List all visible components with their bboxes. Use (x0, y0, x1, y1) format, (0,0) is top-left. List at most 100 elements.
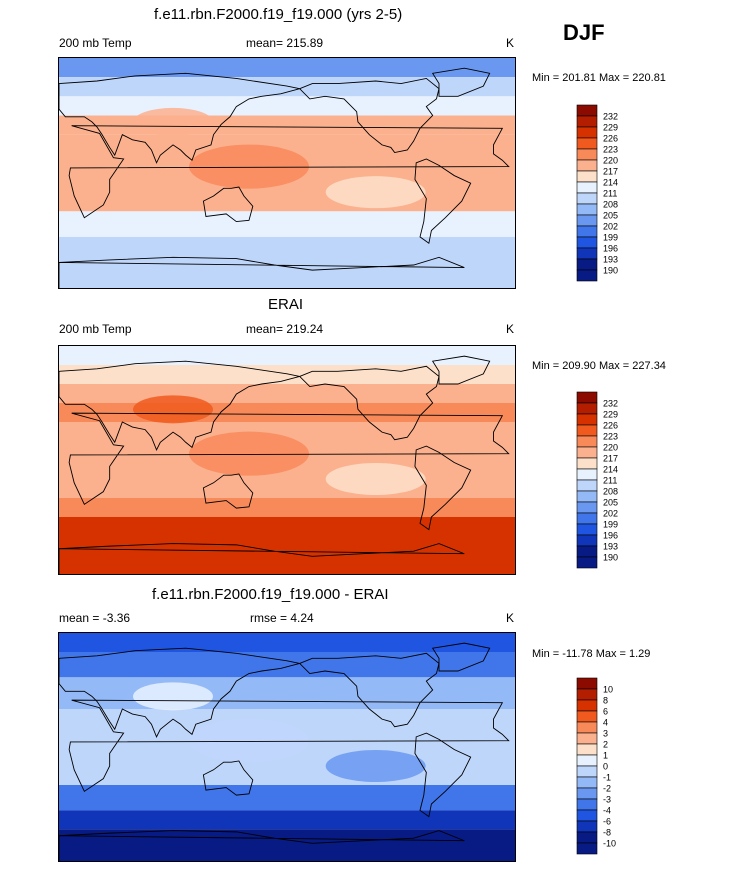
panel1-colorbar-label-6: 214 (603, 178, 618, 188)
panel3-colorbar-label-1: 8 (603, 696, 608, 706)
panel2-colorbar-box-4 (576, 435, 598, 448)
panel3-colorbar-label-11: -4 (603, 806, 611, 816)
panel2-colorbar-box-13 (576, 534, 598, 547)
panel1-band-0 (59, 58, 515, 78)
panel2-colorbar-label-4: 220 (603, 443, 618, 453)
season-label: DJF (563, 20, 605, 45)
panel1-colorbar-box-1 (576, 115, 598, 128)
panel3-coastline-6 (59, 830, 465, 861)
panel1-contour-blob-1 (325, 176, 426, 209)
panel3-coastline-3 (298, 652, 440, 728)
panel2-minmax: Min = 209.90 Max = 227.34 (532, 360, 666, 372)
panel3-colorbar-label-10: -3 (603, 795, 611, 805)
panel2-colorbar-label-1: 229 (603, 410, 618, 420)
panel2-coastline-3 (298, 365, 440, 441)
panel1-coastline-4 (414, 158, 472, 245)
panel2-contour-blob-2 (133, 395, 213, 424)
panel1-colorbar-label-2: 226 (603, 134, 618, 144)
panel1-colorbar: 232 229 226 223 220 217 214 211 208 205 202 199 196 1… (576, 103, 636, 290)
panel2-colorbar-box-11 (576, 512, 598, 525)
panel2-colorbar-box-6 (576, 457, 598, 470)
panel3-colorbar-label-7: 0 (603, 762, 608, 772)
panel1-colorbar-box-15 (576, 269, 598, 282)
panel2-colorbar-box-15 (576, 556, 598, 569)
panel1-colorbar-label-0: 232 (603, 112, 618, 122)
panel3-colorbar-box-2 (576, 699, 598, 712)
panel2-map (58, 345, 516, 575)
panel3-colorbar-label-12: -6 (603, 817, 611, 827)
panel1-colorbar-label-11: 199 (603, 233, 618, 243)
panel2-coastline-5 (431, 355, 491, 385)
panel1-colorbar-box-11 (576, 225, 598, 238)
panel2-colorbar-label-2: 226 (603, 421, 618, 431)
panel3-colorbar-label-8: -1 (603, 773, 611, 783)
panel2-colorbar-label-5: 217 (603, 454, 618, 464)
panel2-colorbar-box-10 (576, 501, 598, 514)
panel2-coastline-1 (68, 412, 510, 505)
panel1-contour-field (59, 58, 515, 288)
panel3-colorbar-label-5: 2 (603, 740, 608, 750)
panel2-colorbar-box-0 (576, 391, 598, 404)
panel3-coastline-4 (414, 732, 472, 818)
panel2-colorbar-box-3 (576, 424, 598, 437)
panel3-colorbar-box-14 (576, 831, 598, 844)
panel3-coastline-2 (202, 760, 254, 796)
panel1-colorbar-box-3 (576, 137, 598, 150)
panel3-coastline-1 (68, 699, 510, 792)
panel1-colorbar-box-2 (576, 126, 598, 139)
panel2-units-label: K (506, 322, 515, 336)
panel3-colorbar-box-4 (576, 721, 598, 734)
panel3-colorbar-label-3: 4 (603, 718, 608, 728)
panel1-colorbar-box-8 (576, 192, 598, 205)
panel2-colorbar-label-7: 211 (603, 476, 617, 486)
panel1-coastline-3 (298, 77, 440, 154)
panel1-colorbar-label-4: 220 (603, 156, 618, 166)
panel2-coastline-4 (414, 445, 472, 531)
panel3-colorbar-label-0: 10 (603, 685, 613, 695)
panel1-colorbar-box-13 (576, 247, 598, 260)
panel2-colorbar-label-3: 223 (603, 432, 618, 442)
panel2-title: ERAI (268, 296, 304, 313)
panel2-colorbar-label-10: 202 (603, 509, 618, 519)
panel1-left-label: 200 mb Temp (59, 36, 132, 50)
panel3-band-0 (59, 633, 515, 652)
panel3-colorbar-box-8 (576, 765, 598, 778)
panel3-colorbar-box-15 (576, 842, 598, 855)
panel3-colorbar-box-5 (576, 732, 598, 745)
panel2-coastline-2 (202, 473, 254, 509)
panel3-colorbar-box-10 (576, 787, 598, 800)
panel1-map (58, 57, 516, 289)
panel3-colorbar-box-13 (576, 820, 598, 833)
panel2-colorbar: 232 229 226 223 220 217 214 211 208 205 202 199 196 1… (576, 390, 636, 577)
panel3-colorbar-label-13: -8 (603, 828, 611, 838)
panel2-contour-blob-1 (325, 463, 426, 495)
panel1-contour-blob-2 (133, 107, 213, 136)
panel3-colorbar-box-12 (576, 809, 598, 822)
panel3-band-5 (59, 810, 515, 830)
panel3-coastline-5 (431, 642, 491, 672)
panel1-colorbar-label-8: 208 (603, 200, 618, 210)
panel2-colorbar-label-8: 208 (603, 487, 618, 497)
panel1-colorbar-box-7 (576, 181, 598, 194)
panel3-contour-blob-1 (325, 750, 426, 782)
panel3-contour-field (59, 633, 515, 861)
panel2-coastline-6 (59, 543, 465, 574)
panel1-colorbar-box-10 (576, 214, 598, 227)
panel2-colorbar-label-0: 232 (603, 399, 618, 409)
panel3-colorbar-box-6 (576, 743, 598, 756)
panel2-left-label: 200 mb Temp (59, 322, 132, 336)
panel1-band-6 (59, 211, 515, 237)
panel1-band-3 (59, 115, 515, 135)
panel2-colorbar-label-14: 190 (603, 553, 618, 563)
panel3-mean-label: mean = -3.36 (59, 611, 131, 625)
panel2-colorbar-box-2 (576, 413, 598, 426)
panel1-colorbar-label-14: 190 (603, 266, 618, 276)
panel1-band-7 (59, 236, 515, 288)
panel1-coastline-1 (68, 125, 510, 219)
panel1-title: f.e11.rbn.F2000.f19_f19.000 (yrs 2-5) (154, 6, 403, 23)
panel3-colorbar-label-14: -10 (603, 839, 616, 849)
panel1-colorbar-label-7: 211 (603, 189, 617, 199)
panel3-contour-blob-2 (133, 682, 213, 711)
panel1-colorbar-label-5: 217 (603, 167, 618, 177)
panel1-colorbar-label-12: 196 (603, 244, 618, 254)
